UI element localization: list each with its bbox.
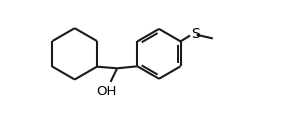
- Text: S: S: [191, 27, 200, 41]
- Text: OH: OH: [97, 85, 117, 98]
